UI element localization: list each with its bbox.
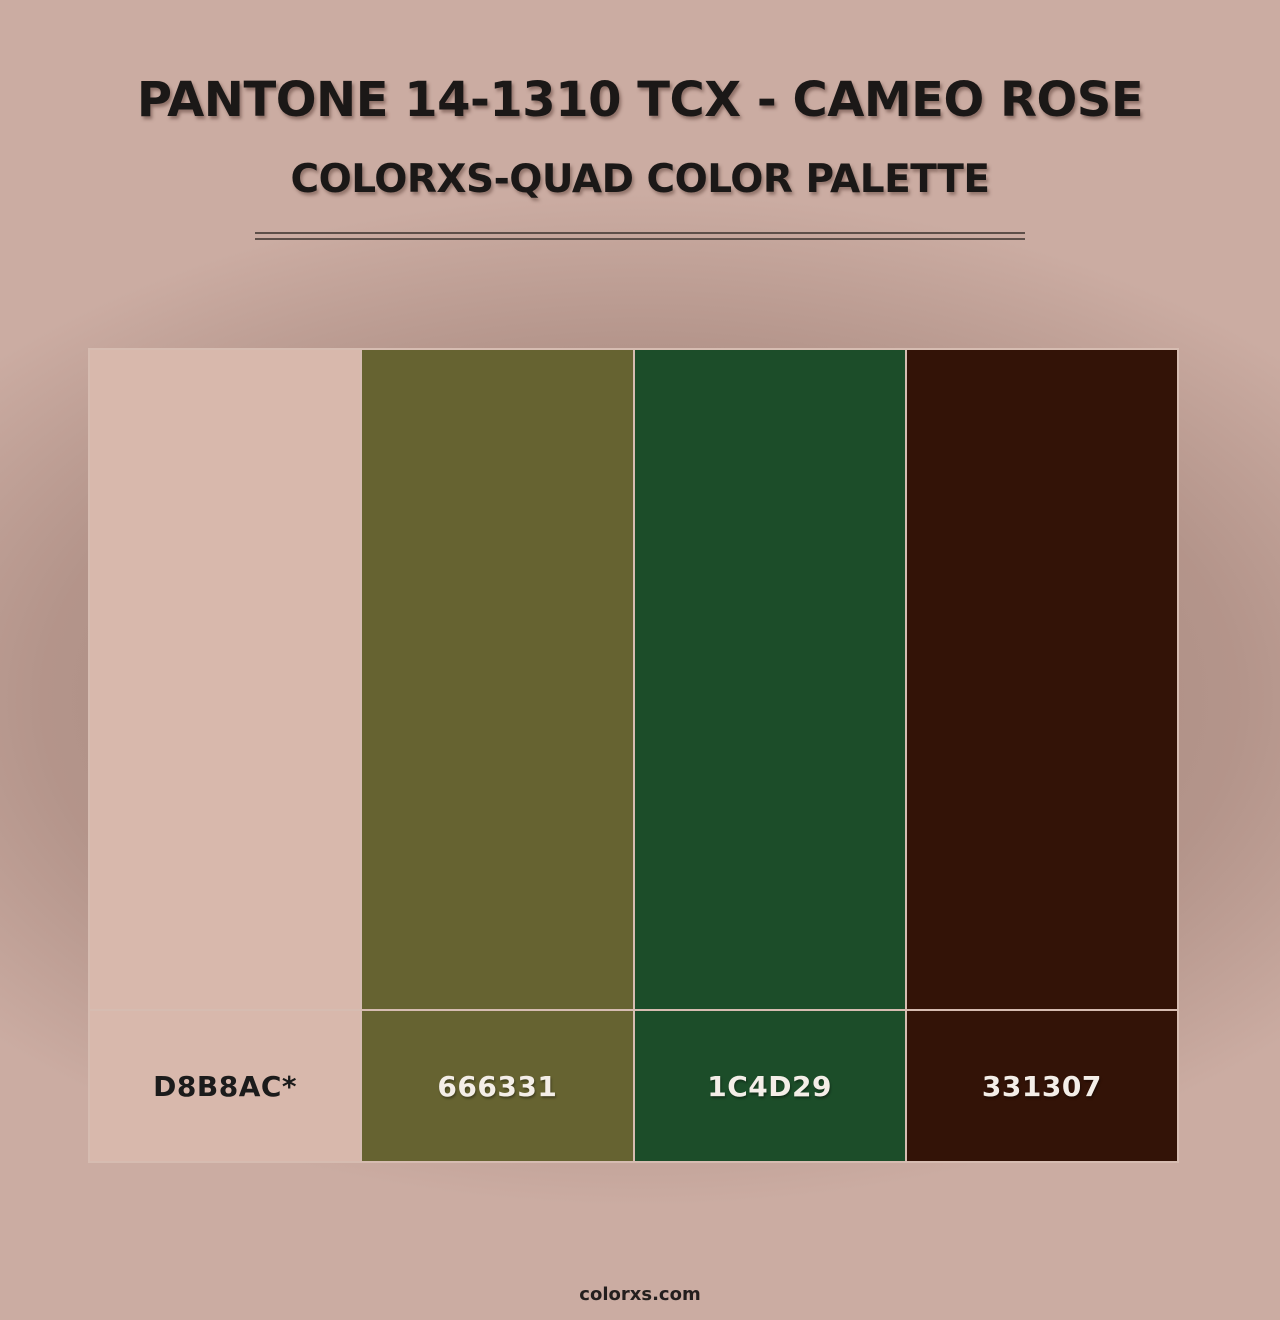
- swatch-label-green: 1C4D29: [634, 1011, 905, 1161]
- swatch-label-olive: 666331: [362, 1011, 633, 1161]
- page-subtitle: COLORXS-QUAD COLOR PALETTE: [290, 157, 990, 202]
- swatch-olive[interactable]: [362, 350, 633, 1009]
- color-palette-grid: D8B8AC* 666331 1C4D29 331307: [88, 348, 1179, 1163]
- swatch-label-brown: 331307: [906, 1011, 1177, 1161]
- page-title: PANTONE 14-1310 TCX - CAMEO ROSE: [136, 72, 1144, 128]
- swatch-cameo-rose[interactable]: [90, 350, 361, 1009]
- swatch-label-cameo-rose: D8B8AC*: [90, 1011, 361, 1161]
- header-divider: [255, 232, 1025, 240]
- site-credit[interactable]: colorxs.com: [579, 1284, 701, 1305]
- swatch-green[interactable]: [634, 350, 905, 1009]
- swatch-brown[interactable]: [906, 350, 1177, 1009]
